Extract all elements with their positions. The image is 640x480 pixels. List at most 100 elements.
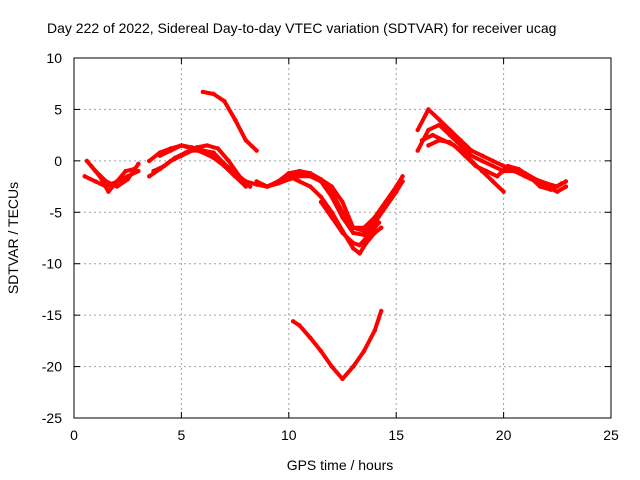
data-point xyxy=(426,127,431,133)
data-point xyxy=(527,174,532,179)
data-point xyxy=(361,232,367,238)
data-point xyxy=(329,189,334,194)
data-point xyxy=(211,155,216,160)
grid-lines xyxy=(74,58,611,418)
data-point xyxy=(211,91,216,97)
y-tick-label: -20 xyxy=(42,359,62,375)
data-point xyxy=(479,158,485,164)
data-point xyxy=(222,161,227,167)
data-point xyxy=(125,177,130,182)
data-point xyxy=(372,328,377,333)
data-point xyxy=(351,246,356,251)
data-point xyxy=(89,163,94,169)
data-point xyxy=(131,166,137,172)
data-point xyxy=(286,174,291,179)
data-point xyxy=(215,146,221,151)
data-point xyxy=(351,364,356,369)
data-point xyxy=(232,117,238,122)
data-point xyxy=(351,225,356,230)
data-point xyxy=(290,319,296,324)
x-tick-label: 10 xyxy=(281,427,297,443)
data-point xyxy=(495,174,500,179)
data-point xyxy=(505,163,511,169)
x-tick-label: 5 xyxy=(178,427,186,443)
data-point xyxy=(265,184,270,189)
data-point xyxy=(297,168,302,174)
data-point xyxy=(351,240,356,246)
data-point xyxy=(400,174,405,179)
data-point xyxy=(437,117,442,122)
data-point xyxy=(548,187,554,192)
data-point xyxy=(490,163,496,169)
data-point xyxy=(200,89,206,95)
data-point xyxy=(318,348,324,354)
data-point xyxy=(123,168,128,174)
data-point xyxy=(247,184,253,189)
y-tick-label: -5 xyxy=(50,204,63,220)
data-point xyxy=(559,181,564,186)
data-point xyxy=(469,153,474,158)
data-point xyxy=(426,107,431,112)
data-point xyxy=(501,189,506,194)
data-point xyxy=(275,179,281,184)
data-point xyxy=(555,189,560,194)
data-point xyxy=(437,122,442,128)
data-point xyxy=(447,127,453,133)
x-tick-label: 15 xyxy=(388,427,404,443)
data-point xyxy=(189,145,195,150)
data-point xyxy=(426,143,431,148)
data-point xyxy=(372,215,377,220)
data-point xyxy=(479,153,485,158)
data-point xyxy=(469,148,474,153)
data-point xyxy=(232,171,238,176)
data-point xyxy=(172,155,178,160)
data-point xyxy=(162,163,167,169)
data-point xyxy=(136,168,141,174)
data-point xyxy=(205,143,210,148)
data-point xyxy=(211,150,216,155)
data-point xyxy=(419,138,425,143)
data-point xyxy=(458,138,463,143)
data-point xyxy=(226,158,231,164)
data-series xyxy=(82,89,569,382)
data-point xyxy=(376,220,382,225)
series-track-h xyxy=(200,89,259,153)
data-point xyxy=(516,166,521,172)
data-point xyxy=(563,179,569,184)
data-point xyxy=(351,230,356,236)
data-point xyxy=(379,225,384,230)
data-point xyxy=(415,127,420,133)
x-tick-label: 25 xyxy=(603,427,619,443)
data-point xyxy=(97,174,103,179)
data-point xyxy=(254,148,259,153)
data-point xyxy=(84,158,90,164)
data-point xyxy=(357,243,362,248)
data-point xyxy=(222,99,227,104)
y-tick-label: 5 xyxy=(54,101,62,117)
data-point xyxy=(372,225,377,230)
data-point xyxy=(183,150,188,155)
data-point xyxy=(430,132,435,138)
data-point xyxy=(243,138,248,143)
data-point xyxy=(379,308,384,314)
data-point xyxy=(447,140,453,145)
series-track-f xyxy=(151,143,253,189)
data-point xyxy=(114,179,120,184)
plot-border xyxy=(73,57,612,419)
data-point xyxy=(151,168,156,174)
data-point xyxy=(297,179,302,184)
data-point xyxy=(318,199,324,205)
data-point xyxy=(308,335,313,340)
y-tick-label: 0 xyxy=(54,153,62,169)
y-tick-label: 10 xyxy=(46,50,62,66)
data-point xyxy=(308,171,313,176)
data-point xyxy=(340,210,345,215)
data-point xyxy=(286,171,291,176)
data-point xyxy=(318,194,324,200)
x-axis-label: GPS time / hours xyxy=(287,457,394,473)
data-point xyxy=(447,132,453,138)
data-point xyxy=(82,174,87,179)
data-point xyxy=(243,179,248,184)
y-tick-label: -15 xyxy=(42,307,62,323)
series-track-n xyxy=(291,309,384,381)
